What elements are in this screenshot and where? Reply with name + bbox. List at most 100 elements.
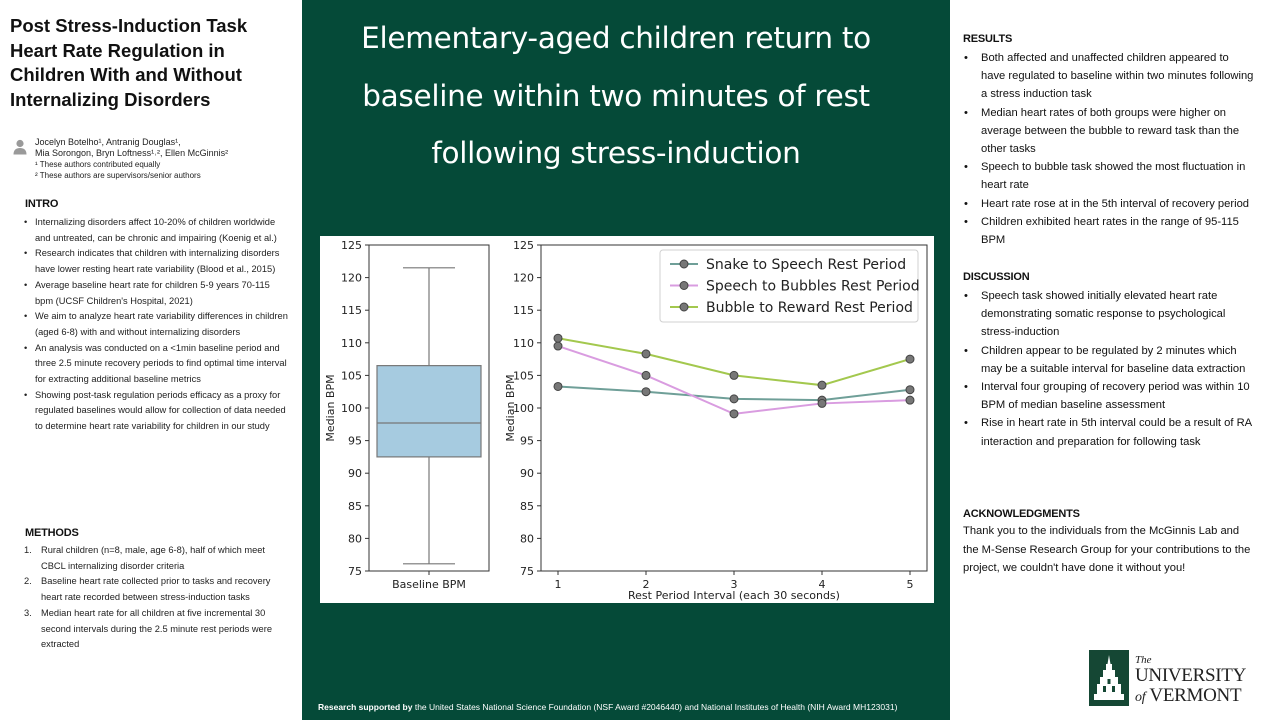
linechart-x-tick-label: 4 <box>819 578 826 591</box>
results-figure: 75 80 85 90 95 100 105 110 115 120 125 Baseline BPM… <box>320 236 934 603</box>
intro-item: We aim to analyze heart rate variability… <box>22 309 290 340</box>
linechart-y-tick-label: 110 <box>513 337 534 350</box>
discussion-item: Speech task showed initially elevated he… <box>960 287 1256 342</box>
legend-box <box>659 249 919 323</box>
boxplot-y-tick-label: 115 <box>341 304 362 317</box>
university-logo: The UNIVERSITY of VERMONT <box>1089 650 1246 708</box>
data-point <box>641 387 651 397</box>
linechart-y-tick-label: 105 <box>513 369 534 382</box>
logo-vermont: VERMONT <box>1149 685 1242 706</box>
acknowledgments-text: Thank you to the individuals from the Mc… <box>963 525 1251 574</box>
methods-item: 3. Median heart rate for all children at … <box>22 606 290 653</box>
linechart-y-axis-label: Median BPM <box>504 374 517 441</box>
discussion-list: Speech task showed initially elevated he… <box>960 287 1256 451</box>
results-item: Median heart rates of both groups were h… <box>960 104 1256 159</box>
linechart-y-tick-label: 90 <box>520 467 534 480</box>
methods-item-number: 3. <box>24 607 32 618</box>
left-column: Post Stress-Induction Task Heart Rate Re… <box>0 0 302 720</box>
methods-heading: METHODS <box>25 527 79 539</box>
boxplot-y-tick-label: 105 <box>341 369 362 382</box>
discussion-item: Interval four grouping of recovery perio… <box>960 378 1256 414</box>
data-point <box>905 385 915 395</box>
discussion-heading: DISCUSSION <box>963 271 1030 283</box>
data-point <box>905 395 915 405</box>
linechart-y-tick-label: 100 <box>513 402 534 415</box>
data-point <box>817 398 827 408</box>
intro-item: Average baseline heart rate for children… <box>22 278 290 309</box>
intro-item: Showing post-task regulation periods eff… <box>22 388 290 435</box>
legend-entry-label: Speech to Bubbles Rest Period <box>706 279 920 295</box>
data-point <box>905 354 915 364</box>
data-point <box>641 349 651 359</box>
boxplot-y-tick-label: 90 <box>348 467 362 480</box>
legend-swatch-marker <box>679 302 689 312</box>
data-point <box>729 409 739 419</box>
boxplot-y-tick-label: 95 <box>348 435 362 448</box>
acknowledgments-heading: ACKNOWLEDGMENTS <box>963 508 1080 520</box>
results-item: Heart rate rose at in the 5th interval o… <box>960 195 1256 213</box>
linechart-x-tick-label: 2 <box>643 578 650 591</box>
data-point <box>553 333 563 343</box>
uvm-seal-icon <box>1089 650 1129 706</box>
discussion-item: Rise in heart rate in 5th interval could… <box>960 414 1256 450</box>
linechart-y-tick-label: 75 <box>520 565 534 578</box>
logo-the: The <box>1135 654 1152 666</box>
linechart-y-tick-label: 120 <box>513 272 534 285</box>
intro-heading: INTRO <box>25 198 59 210</box>
legend-entry-label: Bubble to Reward Rest Period <box>706 300 913 316</box>
right-column: RESULTS Both affected and unaffected chi… <box>950 0 1280 720</box>
logo-university: UNIVERSITY <box>1135 665 1246 686</box>
boxplot-x-tick-label: Baseline BPM <box>392 578 466 591</box>
methods-item-number: 2. <box>24 576 32 587</box>
boxplot-y-tick-label: 100 <box>341 402 362 415</box>
author-list: Jocelyn Botelho¹, Antranig Douglas¹, Mia… <box>35 137 297 181</box>
boxplot-y-tick-label: 85 <box>348 500 362 513</box>
linechart-y-tick-label: 115 <box>513 304 534 317</box>
funding-footer-bold: Research supported by <box>318 702 413 712</box>
chart-svg: 75 80 85 90 95 100 105 110 115 120 125 Baseline BPM… <box>324 239 928 602</box>
methods-item-number: 1. <box>24 545 32 555</box>
author-footnote: ¹ These authors contributed equally <box>35 160 161 169</box>
headline: Elementary-aged children return to basel… <box>361 21 871 170</box>
person-icon <box>13 139 27 155</box>
legend-swatch-marker <box>679 259 689 269</box>
methods-item-text: Baseline heart rate collected prior to t… <box>41 576 271 603</box>
linechart-x-tick-label: 3 <box>731 578 738 591</box>
boxplot-box <box>376 365 482 458</box>
funding-footer: Research supported by the United States … <box>318 702 938 712</box>
legend-swatch-marker <box>679 281 689 290</box>
data-point <box>553 381 563 391</box>
results-item: Both affected and unaffected children ap… <box>960 49 1256 104</box>
author-line: Mia Sorongon, Bryn Loftness¹˒², Ellen Mc… <box>35 148 229 158</box>
linechart-x-tick-label: 5 <box>907 578 914 591</box>
methods-item: 2. Baseline heart rate collected prior to… <box>22 574 290 605</box>
intro-item: Internalizing disorders affect 10-20% of… <box>22 215 290 246</box>
results-heading: RESULTS <box>963 33 1013 45</box>
linechart-y-tick-label: 85 <box>520 500 534 513</box>
methods-item-text: Rural children (n=8, male, age 6-8), hal… <box>41 545 266 571</box>
linechart-y-tick-label: 125 <box>513 239 534 252</box>
linechart-x-axis-label: Rest Period Interval (each 30 seconds) <box>628 589 840 602</box>
data-point <box>817 380 827 390</box>
series-line <box>557 345 911 415</box>
boxplot-y-axis-label: Median BPM <box>324 374 337 441</box>
results-item: Children exhibited heart rates in the ra… <box>960 213 1256 249</box>
methods-item-text: Median heart rate for all children at fi… <box>41 607 272 650</box>
boxplot-y-tick-label: 125 <box>341 239 362 252</box>
data-point <box>553 341 563 351</box>
funding-footer-text: the United States National Science Found… <box>412 702 898 712</box>
linechart-y-tick-label: 95 <box>520 435 534 448</box>
center-panel: Elementary-aged children return to basel… <box>302 0 950 720</box>
boxplot-y-tick-label: 80 <box>348 532 362 545</box>
intro-list: Internalizing disorders affect 10-20% of… <box>22 215 290 435</box>
author-line: Jocelyn Botelho¹, Antranig Douglas¹, <box>35 137 181 147</box>
boxplot-y-tick-label: 110 <box>341 337 362 350</box>
data-point <box>641 370 651 380</box>
poster-title: Post Stress-Induction Task Heart Rate Re… <box>10 15 248 110</box>
linechart-y-tick-label: 80 <box>520 532 534 545</box>
logo-of: of <box>1135 690 1146 705</box>
data-point <box>729 370 739 380</box>
boxplot-y-tick-label: 75 <box>348 565 362 578</box>
legend-entry-label: Snake to Speech Rest Period <box>706 257 906 273</box>
logo-of-vermont: of VERMONT <box>1135 685 1242 708</box>
